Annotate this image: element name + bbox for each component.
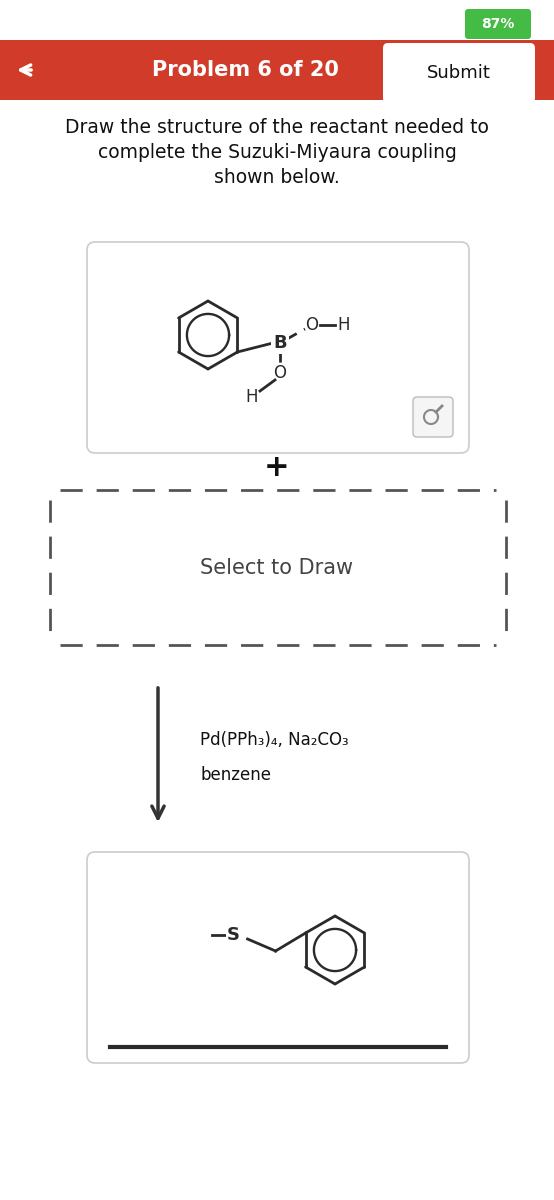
- FancyBboxPatch shape: [87, 242, 469, 452]
- Text: +: +: [264, 454, 290, 482]
- Text: O: O: [274, 364, 286, 382]
- Text: Pd(PPh₃)₄, Na₂CO₃: Pd(PPh₃)₄, Na₂CO₃: [200, 731, 348, 749]
- Text: benzene: benzene: [200, 766, 271, 784]
- Text: H: H: [246, 388, 258, 406]
- Text: Submit: Submit: [427, 64, 491, 82]
- Text: Select to Draw: Select to Draw: [201, 558, 353, 577]
- Text: 87%: 87%: [481, 17, 515, 31]
- Text: Problem 6 of 20: Problem 6 of 20: [152, 60, 338, 80]
- Text: S: S: [227, 926, 240, 944]
- Bar: [0, 40, 554, 100]
- FancyBboxPatch shape: [413, 397, 453, 437]
- FancyBboxPatch shape: [383, 43, 535, 103]
- Text: O: O: [305, 316, 319, 334]
- FancyBboxPatch shape: [87, 852, 469, 1063]
- Text: shown below.: shown below.: [214, 168, 340, 187]
- Text: Draw the structure of the reactant needed to: Draw the structure of the reactant neede…: [65, 118, 489, 137]
- FancyBboxPatch shape: [465, 8, 531, 38]
- Text: H: H: [338, 316, 350, 334]
- Text: B: B: [273, 334, 287, 352]
- Text: complete the Suzuki-Miyaura coupling: complete the Suzuki-Miyaura coupling: [98, 143, 456, 162]
